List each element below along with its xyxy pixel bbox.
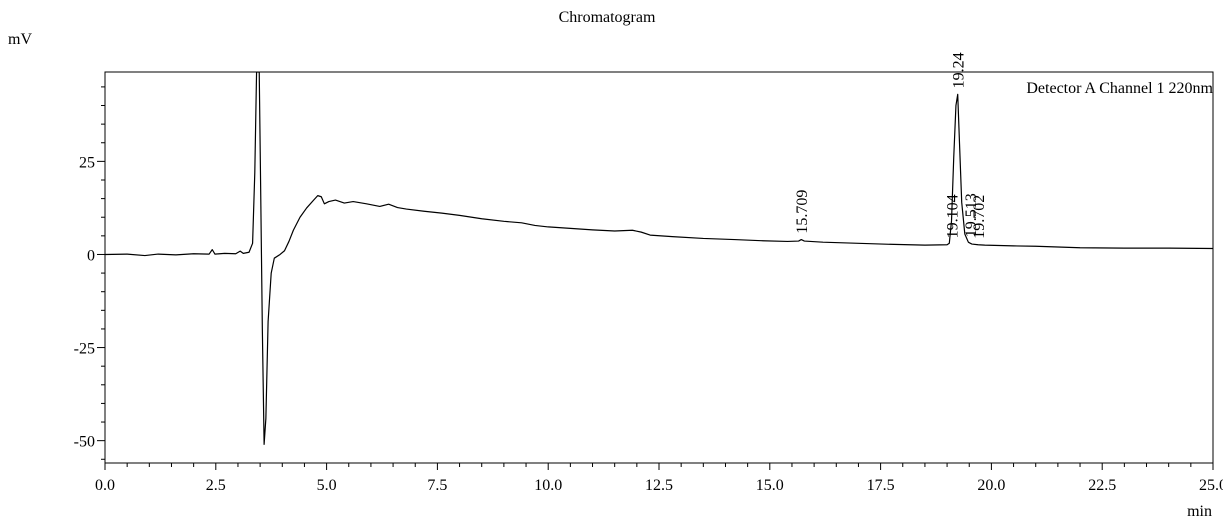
x-tick-label: 17.5 (867, 477, 895, 494)
x-tick-label: 20.0 (977, 477, 1005, 494)
peak-retention-label: 19.104 (945, 194, 962, 238)
x-tick-label: 5.0 (317, 477, 337, 494)
x-tick-label: 7.5 (427, 477, 447, 494)
y-minor-ticks (101, 86, 105, 460)
peak-retention-label: 19.513 (963, 193, 980, 237)
chart-title: Chromatogram (559, 9, 656, 26)
x-tick-label: 2.5 (206, 477, 226, 494)
y-tick-label: 25 (79, 154, 95, 171)
x-minor-ticks (126, 463, 1192, 467)
detector-label: Detector A Channel 1 220nm (1026, 80, 1213, 97)
x-tick-label: 10.0 (534, 477, 562, 494)
x-tick-label: 25.0 (1199, 477, 1223, 494)
peak-retention-label: 19.702 (971, 195, 988, 239)
signal-traces (105, 72, 1213, 445)
x-tick-label: 12.5 (645, 477, 673, 494)
y-ticks: 25 0 -25 -50 (74, 154, 105, 451)
x-axis-unit-label: min (1187, 503, 1212, 520)
x-tick-label: 22.5 (1088, 477, 1116, 494)
x-tick-label: 15.0 (756, 477, 784, 494)
x-tick-label: 0.0 (95, 477, 115, 494)
y-tick-label: -25 (74, 341, 95, 358)
plot-area-frame (104, 71, 1214, 464)
x-ticks: 0.0 2.5 5.0 7.5 10.0 12.5 15.0 17.5 20.0 22.5 25.0 (95, 463, 1223, 494)
y-axis-unit-label: mV (8, 31, 32, 48)
peak-retention-label: 19.24 (951, 52, 968, 88)
y-tick-label: 0 (87, 247, 95, 264)
peak-retention-label: 15.709 (794, 190, 811, 234)
signal-trace-line (105, 72, 1213, 445)
y-tick-label: -50 (74, 434, 95, 451)
